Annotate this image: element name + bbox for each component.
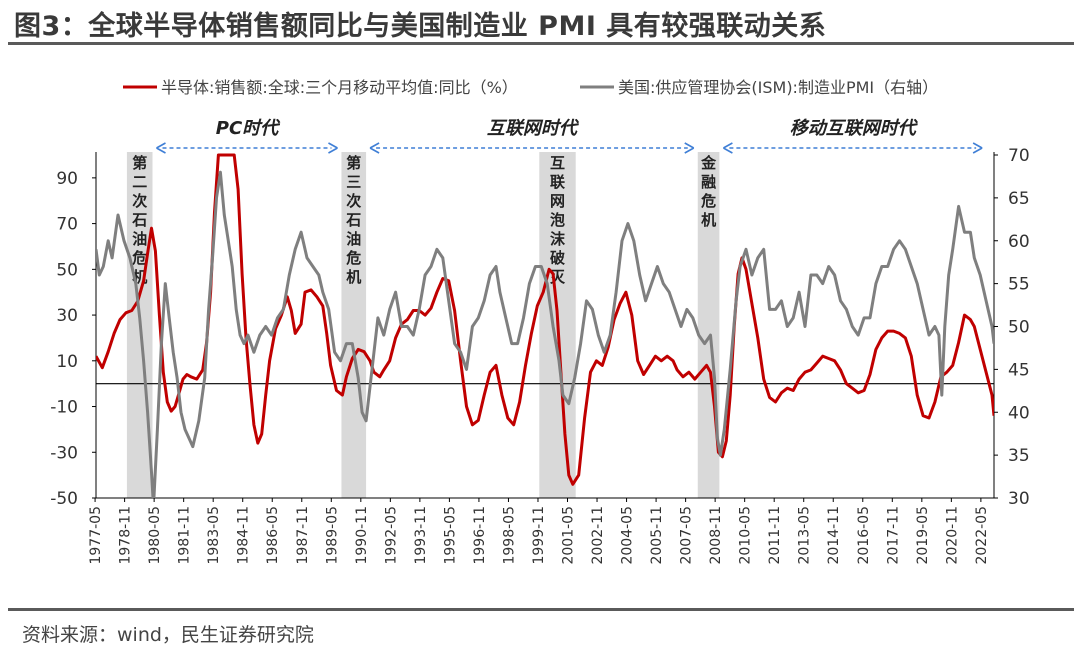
x-tick-label: 2020-11 (944, 506, 960, 565)
shaded-period-label-char: 危 (132, 249, 147, 267)
x-tick-label: 2001-05 (561, 506, 577, 565)
left-tick-label: 70 (56, 215, 78, 235)
semiconductor-sales-line (96, 153, 994, 486)
x-tick-label: 1989-05 (324, 506, 340, 565)
era-arrow-head-right (684, 142, 695, 154)
era-arrow-head-left (369, 142, 380, 154)
x-tick-label: 2017-11 (885, 506, 901, 565)
x-tick-label: 1992-05 (383, 506, 399, 565)
x-tick-label: 2014-11 (826, 506, 842, 565)
footer-divider (8, 608, 1074, 611)
x-tick-label: 1995-05 (442, 506, 458, 565)
shaded-period-label-char: 石 (345, 211, 361, 229)
x-tick-label: 1990-11 (354, 506, 370, 565)
x-tick-label: 2022-05 (974, 506, 990, 565)
right-tick-label: 70 (1008, 146, 1030, 166)
shaded-period-label-char: 机 (346, 268, 361, 286)
left-tick-label: 90 (56, 169, 78, 189)
era-arrow-head-left (723, 142, 733, 154)
left-tick-label: -50 (50, 489, 78, 509)
shaded-period-label-char: 二 (132, 173, 147, 191)
shaded-period-label-char: 金 (700, 154, 717, 172)
era-label: PC时代 (216, 118, 281, 139)
shaded-period (341, 152, 367, 498)
shaded-period-label-char: 泡 (550, 211, 565, 229)
ism-pmi-line (96, 170, 994, 498)
x-tick-label: 2016-05 (856, 506, 872, 565)
left-tick-label: 30 (56, 306, 78, 326)
shaded-period-label-char: 油 (132, 230, 147, 248)
right-tick-label: 45 (1008, 360, 1030, 380)
right-tick-label: 55 (1008, 275, 1030, 295)
x-tick-label: 1993-11 (413, 506, 429, 565)
shaded-period-label-char: 第 (346, 154, 361, 172)
x-tick-label: 1998-05 (501, 506, 517, 565)
shaded-period-label-char: 次 (346, 192, 361, 210)
left-tick-label: -10 (50, 398, 78, 418)
era-label: 移动互联网时代 (790, 118, 919, 139)
shaded-period-label-char: 油 (346, 230, 361, 248)
shaded-period-label-char: 危 (701, 192, 716, 210)
shaded-period-label-char: 机 (701, 211, 716, 229)
right-tick-label: 30 (1008, 489, 1030, 509)
era-arrow-head-left (156, 142, 166, 154)
shaded-period-label-char: 网 (550, 192, 565, 210)
x-tick-label: 2004-05 (620, 506, 636, 565)
right-tick-label: 40 (1008, 403, 1030, 423)
x-tick-label: 2008-11 (708, 506, 724, 565)
left-tick-label: -30 (50, 443, 78, 463)
shaded-period-label-char: 融 (701, 173, 716, 191)
title-divider (8, 42, 1074, 45)
era-arrow-head-right (972, 142, 983, 154)
era-annotations: PC时代 互联网时代 移动互联网时代 (156, 118, 983, 154)
x-tick-label: 1986-05 (265, 506, 281, 565)
left-tick-label: 50 (56, 260, 78, 280)
series-lines (96, 153, 994, 498)
shaded-period-label: 互联网泡沫破灭 (549, 154, 566, 286)
shaded-period-label-char: 沫 (550, 230, 566, 248)
x-tick-label: 2013-05 (797, 506, 813, 565)
right-tick-label: 50 (1008, 318, 1030, 338)
right-tick-label: 65 (1008, 189, 1030, 209)
x-tick-label: 2011-11 (767, 506, 783, 565)
left-tick-label: 10 (56, 352, 78, 372)
shaded-period-label-char: 第 (132, 154, 147, 172)
x-tick-label: 1996-11 (472, 506, 488, 565)
x-tick-label: 2002-11 (590, 506, 606, 565)
x-tick-label: 1999-11 (531, 506, 547, 565)
x-tick-label: 1984-11 (236, 506, 252, 565)
shaded-period-label: 第三次石油危机 (345, 154, 361, 286)
x-tick-label: 1978-11 (118, 506, 134, 565)
x-tick-label: 1977-05 (88, 506, 104, 565)
source-note: 资料来源：wind，民生证券研究院 (22, 624, 314, 646)
axes: 90 70 50 30 10 -10 -30 -50 70 65 60 55 50 45 40 35 30 197… (50, 146, 1029, 565)
x-tick-label: 2005-11 (649, 506, 665, 565)
shaded-period-label: 金融危机 (700, 154, 717, 229)
x-tick-label: 2007-05 (679, 506, 695, 565)
x-tick-label: 2010-05 (738, 506, 754, 565)
shaded-period-label-char: 石 (131, 211, 147, 229)
shaded-period-label-char: 三 (346, 173, 361, 191)
shaded-period-label-char: 危 (346, 249, 361, 267)
x-tick-label: 1983-05 (206, 506, 222, 565)
right-tick-label: 60 (1008, 232, 1030, 252)
legend: 半导体:销售额:全球:三个月移动平均值:同比（%） 美国:供应管理协会(ISM):… (123, 78, 938, 97)
x-tick-label: 1987-11 (295, 506, 311, 565)
shaded-period-label-char: 联 (550, 173, 566, 191)
shaded-period-label-char: 破 (550, 249, 565, 267)
x-tick-label: 1981-11 (177, 506, 193, 565)
era-label: 互联网时代 (487, 118, 580, 139)
era-arrow-head-right (328, 142, 338, 154)
chart-title: 图3：全球半导体销售额同比与美国制造业 PMI 具有较强联动关系 (14, 11, 827, 42)
shaded-period-label-char: 次 (132, 192, 147, 210)
right-tick-label: 35 (1008, 446, 1030, 466)
shaded-period-label-char: 互 (550, 154, 565, 172)
x-tick-label: 2019-05 (915, 506, 931, 565)
x-tick-label: 1980-05 (147, 506, 163, 565)
legend-label: 半导体:销售额:全球:三个月移动平均值:同比（%） (161, 78, 518, 97)
legend-label: 美国:供应管理协会(ISM):制造业PMI（右轴） (618, 78, 938, 97)
